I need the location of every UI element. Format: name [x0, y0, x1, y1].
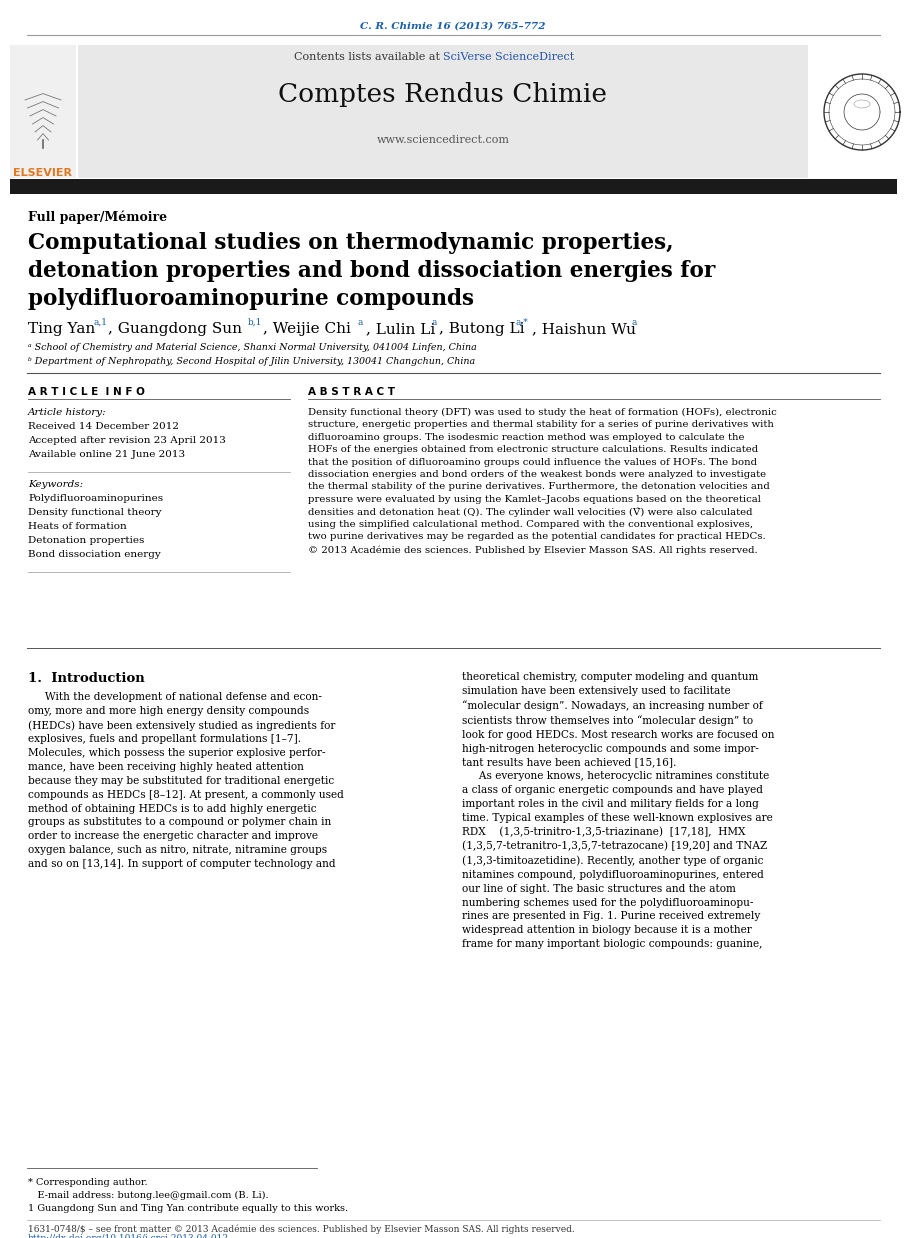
Text: Polydifluoroaminopurines: Polydifluoroaminopurines — [28, 494, 163, 503]
Text: Contents lists available at: Contents lists available at — [294, 52, 443, 62]
Text: Article history:: Article history: — [28, 409, 107, 417]
Text: Received 14 December 2012: Received 14 December 2012 — [28, 422, 179, 431]
Text: ᵇ Department of Nephropathy, Second Hospital of Jilin University, 130041 Changch: ᵇ Department of Nephropathy, Second Hosp… — [28, 357, 475, 366]
Text: b,1: b,1 — [248, 318, 262, 327]
Text: a,*: a,* — [516, 318, 529, 327]
Text: Keywords:: Keywords: — [28, 480, 83, 489]
Text: , Guangdong Sun: , Guangdong Sun — [108, 322, 242, 335]
Text: theoretical chemistry, computer modeling and quantum
simulation have been extens: theoretical chemistry, computer modeling… — [462, 672, 775, 950]
Text: C. R. Chimie 16 (2013) 765–772: C. R. Chimie 16 (2013) 765–772 — [360, 22, 546, 31]
Text: Computational studies on thermodynamic properties,
detonation properties and bon: Computational studies on thermodynamic p… — [28, 232, 716, 310]
Text: , Haishun Wu: , Haishun Wu — [532, 322, 636, 335]
Text: Detonation properties: Detonation properties — [28, 536, 144, 545]
Text: ELSEVIER: ELSEVIER — [14, 168, 73, 178]
Text: , Lulin Li: , Lulin Li — [366, 322, 435, 335]
Text: Comptes Rendus Chimie: Comptes Rendus Chimie — [278, 82, 608, 106]
Text: E-mail address: butong.lee@gmail.com (B. Li).: E-mail address: butong.lee@gmail.com (B.… — [28, 1191, 268, 1200]
FancyBboxPatch shape — [78, 45, 808, 178]
Text: ᵃ School of Chemistry and Material Science, Shanxi Normal University, 041004 Lin: ᵃ School of Chemistry and Material Scien… — [28, 343, 477, 352]
Text: a: a — [631, 318, 637, 327]
Text: Accepted after revision 23 April 2013: Accepted after revision 23 April 2013 — [28, 436, 226, 444]
Text: Heats of formation: Heats of formation — [28, 522, 127, 531]
FancyBboxPatch shape — [10, 180, 897, 194]
Text: Bond dissociation energy: Bond dissociation energy — [28, 550, 161, 560]
Text: Density functional theory: Density functional theory — [28, 508, 161, 517]
Text: With the development of national defense and econ-
omy, more and more high energ: With the development of national defense… — [28, 692, 344, 869]
FancyBboxPatch shape — [10, 45, 76, 178]
Text: Ting Yan: Ting Yan — [28, 322, 95, 335]
Text: a,1: a,1 — [93, 318, 107, 327]
Text: , Weijie Chi: , Weijie Chi — [263, 322, 351, 335]
Text: a: a — [358, 318, 364, 327]
Text: a: a — [431, 318, 436, 327]
Text: www.sciencedirect.com: www.sciencedirect.com — [376, 135, 510, 145]
Text: http://dx.doi.org/10.1016/j.crci.2013.04.012: http://dx.doi.org/10.1016/j.crci.2013.04… — [28, 1234, 229, 1238]
Text: , Butong Li: , Butong Li — [439, 322, 524, 335]
Text: A R T I C L E  I N F O: A R T I C L E I N F O — [28, 387, 145, 397]
Text: 1.  Introduction: 1. Introduction — [28, 672, 145, 685]
Text: Full paper/Mémoire: Full paper/Mémoire — [28, 210, 167, 224]
Text: * Corresponding author.: * Corresponding author. — [28, 1179, 148, 1187]
Text: 1631-0748/$ – see front matter © 2013 Académie des sciences. Published by Elsevi: 1631-0748/$ – see front matter © 2013 Ac… — [28, 1224, 575, 1233]
Text: Density functional theory (DFT) was used to study the heat of formation (HOFs), : Density functional theory (DFT) was used… — [308, 409, 776, 555]
Text: SciVerse ScienceDirect: SciVerse ScienceDirect — [443, 52, 574, 62]
Text: A B S T R A C T: A B S T R A C T — [308, 387, 395, 397]
Text: Available online 21 June 2013: Available online 21 June 2013 — [28, 449, 185, 459]
Text: 1 Guangdong Sun and Ting Yan contribute equally to this works.: 1 Guangdong Sun and Ting Yan contribute … — [28, 1205, 348, 1213]
